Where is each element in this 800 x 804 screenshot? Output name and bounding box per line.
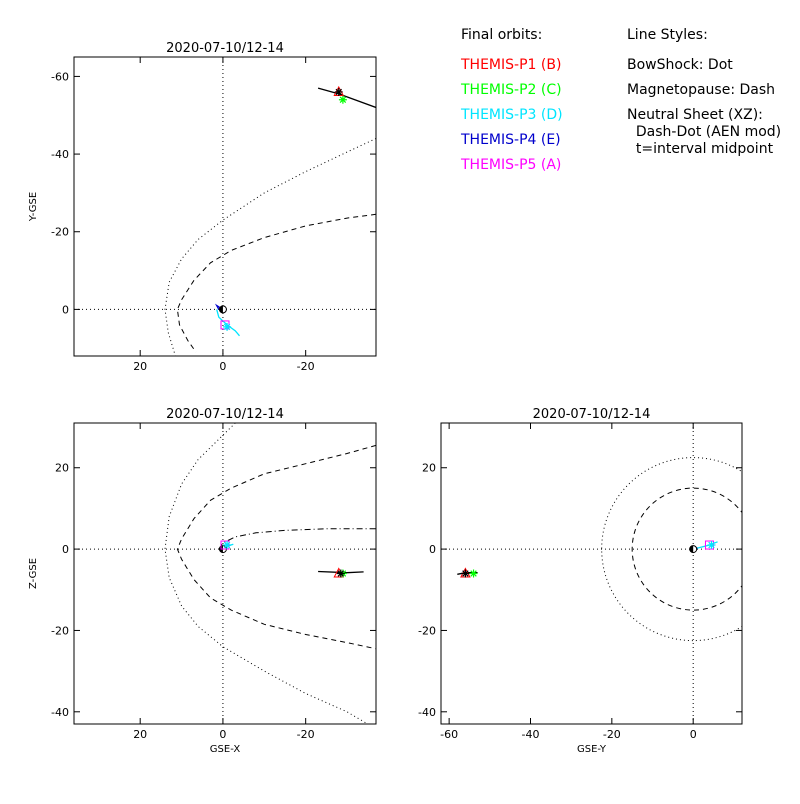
x-tick-label: -20 <box>603 728 621 741</box>
y-tick-label: -40 <box>51 706 69 719</box>
panel-yz: 2020-07-10/12-14 -60 -40 -20 0 -40 -20 0 20 GSE-Y <box>418 407 743 755</box>
panel-content <box>164 423 376 724</box>
y-tick-label: -40 <box>51 148 69 161</box>
marker-p3-asterisk <box>223 322 232 331</box>
marker-p1-asterisk <box>461 569 470 578</box>
y-tick-label: -20 <box>51 624 69 637</box>
x-tick-label: -20 <box>297 360 315 373</box>
style-time-note: t=interval midpoint <box>627 141 774 157</box>
x-tick-label: -40 <box>522 728 540 741</box>
marker-p2-asterisk <box>469 569 478 578</box>
legend-probe-p5: THEMIS-P5 (A) <box>461 157 562 173</box>
y-tick-label: -20 <box>418 624 436 637</box>
orbit-track <box>317 87 376 109</box>
y-tick-label: 20 <box>422 462 436 475</box>
y-tick-label: 0 <box>429 543 436 556</box>
plot-frame <box>73 56 377 357</box>
style-neutral-sheet-desc: Dash-Dot (AEN mod) <box>627 124 782 140</box>
panel-content <box>164 85 376 356</box>
x-tick-label: 0 <box>219 360 226 373</box>
chart-title: 2020-07-10/12-14 <box>533 407 651 422</box>
plot-frame <box>440 422 743 725</box>
x-tick-label: 20 <box>133 360 147 373</box>
x-axis-label: GSE-Y <box>577 744 607 755</box>
y-tick-label: -40 <box>418 706 436 719</box>
x-tick-label: -20 <box>297 728 315 741</box>
boundary-dotted <box>164 138 376 356</box>
final-orbits-heading: Final orbits: <box>461 27 543 43</box>
x-tick-label: 20 <box>133 728 147 741</box>
legend-probe-p3: THEMIS-P3 (D) <box>461 107 563 123</box>
style-magnetopause: Magnetopause: Dash <box>627 82 776 98</box>
legend-probe-p1: THEMIS-P1 (B) <box>461 57 562 73</box>
boundary-dashed <box>631 487 742 611</box>
marker-p1-asterisk <box>336 569 345 578</box>
y-tick-label: 0 <box>62 543 69 556</box>
y-axis-label: Y-GSE <box>28 192 39 222</box>
boundary-dashdot <box>218 528 376 550</box>
y-tick-label: 0 <box>62 303 69 316</box>
plot-frame <box>73 422 377 725</box>
x-tick-label: 0 <box>690 728 697 741</box>
chart-title: 2020-07-10/12-14 <box>166 41 284 56</box>
legend-probe-p2: THEMIS-P2 (C) <box>461 82 562 98</box>
line-styles-heading: Line Styles: <box>627 27 708 43</box>
x-axis-label: GSE-X <box>210 744 241 755</box>
style-bowshock: BowShock: Dot <box>627 57 733 73</box>
panel-xz: 2020-07-10/12-14 20 0 -20 -40 -20 0 20 GSE-X Z-GS… <box>28 407 377 755</box>
orbit-track <box>318 570 364 574</box>
marker-p3-asterisk <box>223 541 232 550</box>
marker-p2-asterisk <box>338 95 347 104</box>
marker-p3-asterisk <box>707 541 716 550</box>
chart-title: 2020-07-10/12-14 <box>166 407 284 422</box>
orbit-track <box>216 309 240 337</box>
y-tick-label: 20 <box>55 462 69 475</box>
y-tick-label: -20 <box>51 226 69 239</box>
legend-probe-p4: THEMIS-P4 (E) <box>461 132 561 148</box>
panel-xy: 2020-07-10/12-14 20 0 -20 0 -20 -40 -60 Y-GSE <box>28 41 377 373</box>
x-tick-label: 0 <box>219 728 226 741</box>
x-tick-label: -60 <box>440 728 458 741</box>
boundary-dashed <box>176 213 376 353</box>
marker-p1-asterisk <box>334 87 343 96</box>
y-axis-label: Z-GSE <box>28 558 39 589</box>
boundary-dashed <box>176 444 376 650</box>
earth-night-side <box>219 305 223 313</box>
y-tick-label: -60 <box>51 70 69 83</box>
style-neutral-sheet: Neutral Sheet (XZ): <box>627 107 763 123</box>
earth-night-side <box>689 545 694 553</box>
panel-content <box>457 457 742 642</box>
